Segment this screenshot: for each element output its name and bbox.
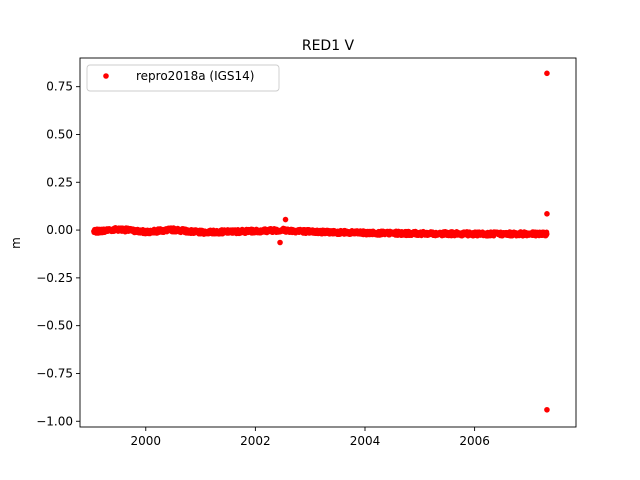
x-axis: 2000 2002 2004 2006 [130, 427, 490, 448]
outlier-point [277, 239, 283, 246]
x-tick-label: 2006 [459, 434, 490, 448]
y-tick-label: −1.00 [36, 414, 73, 428]
legend-entry: repro2018a (IGS14) [136, 69, 254, 83]
y-axis: 0.75 0.50 0.25 0.00 −0.25 −0.50 −0.75 −1.00 [36, 80, 80, 428]
x-tick-label: 2002 [240, 434, 271, 448]
outlier-point [544, 70, 550, 77]
data-point [544, 231, 550, 237]
x-tick-label: 2004 [350, 434, 381, 448]
y-tick-label: −0.50 [36, 319, 73, 333]
x-tick-label: 2000 [130, 434, 161, 448]
outlier-point [544, 406, 550, 413]
legend: repro2018a (IGS14) [86, 64, 280, 92]
outlier-point [544, 211, 550, 217]
y-tick-label: 0.25 [46, 175, 73, 189]
outlier-point [282, 216, 289, 223]
plot-frame [79, 57, 577, 428]
y-tick-label: 0.00 [46, 223, 73, 237]
chart-title: RED1 V [302, 38, 355, 54]
legend-marker [103, 73, 109, 79]
y-axis-label: m [9, 237, 23, 249]
y-tick-label: −0.25 [36, 271, 73, 285]
y-tick-label: 0.75 [46, 80, 73, 94]
y-tick-label: 0.50 [46, 127, 73, 141]
data-points [91, 70, 550, 413]
y-tick-label: −0.75 [36, 366, 73, 380]
legend-box [86, 64, 280, 92]
